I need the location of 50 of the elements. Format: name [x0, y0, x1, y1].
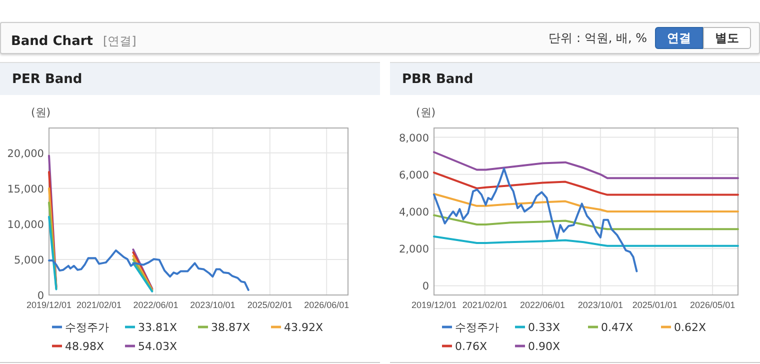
y-tick-label: 0 [37, 290, 44, 302]
x-tick-label: 2022/06/01 [133, 300, 178, 310]
line-series [433, 214, 739, 230]
legend-label: 수정주가 [65, 321, 109, 334]
x-tick-label: 2025/01/01 [632, 300, 678, 310]
legend-label: 0.76X [455, 340, 488, 353]
x-tick-label: 2021/02/01 [462, 300, 508, 310]
line-series [48, 249, 250, 291]
y-tick-label: 5,000 [14, 254, 44, 266]
x-tick-label: 2022/06/01 [520, 300, 566, 310]
line-series [433, 172, 739, 196]
text: Band Chart [11, 34, 93, 49]
legend-label: 0.33X [528, 321, 560, 334]
line-series [433, 236, 739, 247]
y-tick-label: 15,000 [7, 183, 44, 196]
legend-label: 0.62X [674, 321, 706, 334]
legend-label: 수정주가 [455, 321, 499, 334]
x-tick-label: 2025/02/01 [247, 300, 292, 310]
x-tick-label: 2021/02/01 [76, 300, 122, 310]
text: [연결] [102, 34, 136, 48]
line-series [433, 192, 739, 212]
line-series [433, 168, 638, 272]
x-tick-label: 2019/12/01 [411, 300, 457, 310]
x-tick-label: 2023/10/01 [190, 300, 236, 310]
legend-label: 0.47X [601, 321, 634, 334]
y-tick-label: 10,000 [7, 218, 44, 231]
text: 연결 [655, 27, 703, 49]
legend-label: 54.03X [138, 340, 178, 353]
x-tick-label: 2026/05/01 [690, 300, 736, 310]
y-tick-label: 6,000 [398, 169, 429, 182]
legend-label: 43.92X [284, 321, 324, 334]
y-tick-label: 0 [422, 280, 429, 293]
y-tick-label: 4,000 [398, 206, 429, 218]
x-tick-label: 2019/12/01 [26, 300, 72, 310]
y-tick-label: 20,000 [7, 148, 44, 160]
legend-label: 48.98X [65, 340, 104, 353]
chart-title: PBR Band [402, 72, 474, 87]
y-axis-title: (원) [416, 106, 436, 119]
text: 별도 [703, 27, 751, 49]
y-tick-label: 8,000 [398, 132, 429, 144]
legend-label: 0.90X [528, 340, 560, 353]
y-tick-label: 2,000 [398, 244, 429, 256]
x-tick-label: 2026/06/01 [304, 300, 350, 310]
text: 단위 : 억원, 배, % [548, 30, 647, 46]
legend-label: 33.81X [138, 321, 178, 334]
x-tick-label: 2023/10/01 [578, 300, 623, 310]
line-series [433, 151, 739, 180]
legend-label: 38.87X [211, 321, 250, 334]
chart-title: PER Band [12, 72, 82, 87]
y-axis-title: (원) [31, 106, 51, 119]
